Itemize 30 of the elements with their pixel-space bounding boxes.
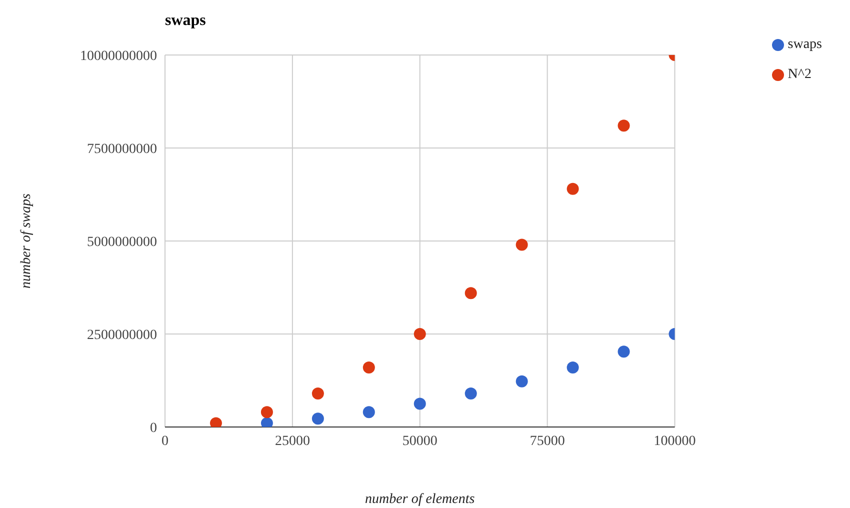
y-tick-label: 7500000000 — [87, 142, 157, 157]
x-tick-label: 50000 — [402, 434, 438, 449]
x-tick-label: 25000 — [274, 434, 310, 449]
x-tick-label: 100000 — [654, 434, 696, 449]
y-tick-label: 10000000000 — [80, 48, 157, 64]
point — [566, 361, 579, 374]
point — [516, 375, 528, 388]
point — [362, 406, 375, 418]
point — [312, 388, 324, 400]
point — [464, 388, 477, 400]
point — [414, 398, 426, 410]
point — [566, 182, 579, 195]
point — [362, 361, 375, 374]
y-tick-label: 0 — [150, 420, 157, 436]
point — [618, 120, 630, 132]
point — [618, 346, 630, 358]
point — [464, 287, 477, 300]
x-tick-label: 75000 — [530, 434, 565, 449]
point — [414, 328, 426, 340]
chart-title: swaps — [165, 12, 206, 30]
x-axis-title: number of elements — [365, 492, 476, 507]
legend-label: N^2 — [788, 67, 812, 82]
y-axis-title: number of swaps — [18, 193, 34, 288]
y-tick-label: 2500000000 — [87, 328, 157, 343]
legend-label: swaps — [788, 37, 822, 52]
point — [260, 406, 273, 418]
point — [516, 238, 528, 251]
point — [312, 412, 324, 425]
y-tick-label: 5000000000 — [87, 234, 157, 250]
x-tick-label: 0 — [162, 434, 168, 449]
